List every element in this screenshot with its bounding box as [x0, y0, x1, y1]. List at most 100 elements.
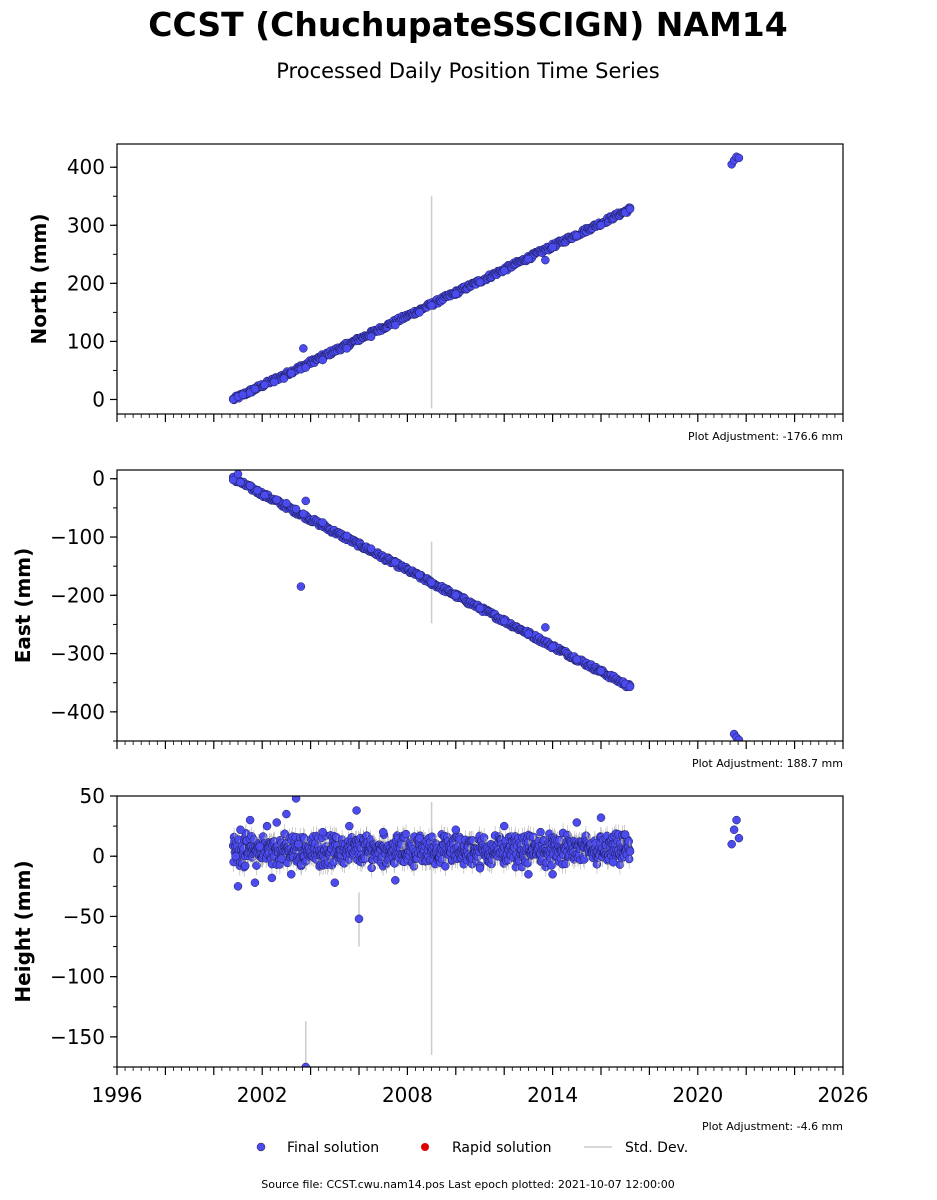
y-tick-label: 300	[67, 213, 105, 237]
final-solution-point	[729, 825, 739, 834]
y-tick-label: −100	[50, 965, 105, 989]
y-tick-label: 100	[67, 329, 105, 353]
final-solution-point	[451, 591, 461, 600]
final-solution-point	[427, 578, 436, 587]
final-solution-point	[279, 374, 289, 383]
final-solution-point	[608, 857, 618, 867]
final-solution-point	[238, 390, 248, 400]
final-solution-point	[272, 818, 281, 827]
final-solution-point	[451, 825, 461, 834]
final-solution-point	[294, 839, 303, 849]
y-tick-label: 0	[92, 467, 105, 491]
final-solution-point	[250, 384, 260, 394]
x-tick-labels: 1996 2002 2008 2014 2020 2026	[92, 1083, 869, 1107]
final-solution-point	[260, 490, 269, 500]
final-solution-point	[475, 277, 485, 287]
y-axis-label: East (mm)	[11, 548, 35, 664]
final-solution-point	[572, 655, 582, 664]
final-solution-point	[291, 796, 301, 803]
legend-final-label: Final solution	[287, 1140, 379, 1156]
final-solution-point	[260, 380, 269, 390]
final-solution-point	[301, 1062, 311, 1067]
legend-final-marker	[256, 1142, 266, 1152]
final-solution-point	[286, 369, 296, 378]
chart-title: CCST (ChuchupateSSCIGN) NAM14	[148, 5, 787, 44]
final-solution-point	[282, 809, 291, 819]
final-solution-point	[415, 308, 424, 317]
final-solution-point	[572, 231, 582, 240]
x-tick-label: 2008	[382, 1083, 433, 1107]
final-solution-point	[734, 735, 744, 741]
final-solution-point	[625, 204, 635, 214]
final-solution-point	[270, 377, 279, 387]
final-solution-point	[262, 821, 272, 831]
y-tick-label: 0	[92, 387, 105, 411]
daily-point	[401, 829, 411, 839]
final-solution-point	[727, 839, 736, 849]
final-solution-point	[245, 815, 255, 825]
final-solution-point	[245, 481, 255, 490]
final-solution-point	[241, 861, 250, 871]
final-solution-point	[572, 818, 582, 827]
final-solution-point	[318, 518, 327, 527]
final-solution-point	[451, 289, 461, 299]
plot-adjustment: Plot Adjustment: -4.6 mm	[702, 1120, 843, 1133]
final-solution-point	[499, 821, 509, 831]
y-tick-label: −150	[50, 1025, 105, 1049]
final-solution-point	[255, 842, 265, 851]
daily-point	[252, 861, 261, 870]
final-solution-point	[330, 878, 340, 887]
final-solution-point	[318, 355, 327, 365]
final-solution-point	[378, 827, 388, 837]
final-solution-point	[231, 851, 240, 861]
final-solution-point	[236, 825, 245, 834]
daily-point	[579, 855, 589, 864]
final-solution-point	[524, 629, 533, 639]
daily-point	[367, 863, 376, 873]
final-solution-point	[596, 666, 606, 676]
final-solution-point	[415, 570, 424, 580]
x-tick-label: 1996	[92, 1083, 143, 1107]
plot-adjustment: Plot Adjustment: -176.6 mm	[688, 430, 843, 443]
daily-point	[479, 833, 489, 842]
y-tick-label: −50	[63, 904, 105, 928]
final-solution-point	[475, 864, 485, 873]
daily-point	[441, 862, 450, 871]
plot-area	[228, 470, 744, 741]
final-solution-point	[524, 870, 533, 879]
final-solution-point	[366, 332, 376, 342]
final-solution-point	[536, 827, 545, 837]
daily-point	[624, 837, 633, 846]
final-solution-point	[296, 582, 306, 591]
north-panel: 0 100 200 300 400 North (mm) Plot Adjustment: …	[27, 143, 844, 443]
final-solution-point	[548, 243, 557, 252]
final-solution-point	[427, 301, 436, 310]
final-solution-point	[620, 830, 630, 839]
final-solution-point	[499, 616, 509, 626]
final-solution-point	[354, 914, 364, 924]
final-solution-point	[541, 623, 550, 632]
y-tick-label: −200	[50, 583, 105, 607]
final-solution-point	[391, 876, 400, 885]
final-solution-point	[734, 833, 744, 843]
final-solution-point	[415, 833, 424, 843]
plot-area	[228, 152, 744, 409]
legend: Final solution Rapid solution Std. Dev.	[256, 1140, 688, 1156]
daily-point	[625, 847, 635, 856]
y-axis-label: Height (mm)	[11, 860, 35, 1002]
final-solution-point	[291, 504, 301, 514]
final-solution-point	[277, 854, 286, 863]
final-solution-point	[734, 153, 744, 163]
legend-rapid-label: Rapid solution	[452, 1140, 552, 1156]
y-tick-label: 0	[92, 844, 105, 868]
daily-point	[547, 861, 556, 870]
final-solution-point	[541, 255, 550, 265]
final-solution-point	[253, 486, 262, 495]
final-solution-point	[250, 878, 260, 887]
final-solution-point	[391, 320, 400, 330]
final-solution-point	[625, 682, 635, 692]
height-panel: 50 0 −50 −100 −150 Height (mm) Plot Adjustment…	[11, 784, 844, 1133]
final-solution-point	[301, 363, 311, 372]
y-tick-label: −300	[50, 642, 105, 666]
